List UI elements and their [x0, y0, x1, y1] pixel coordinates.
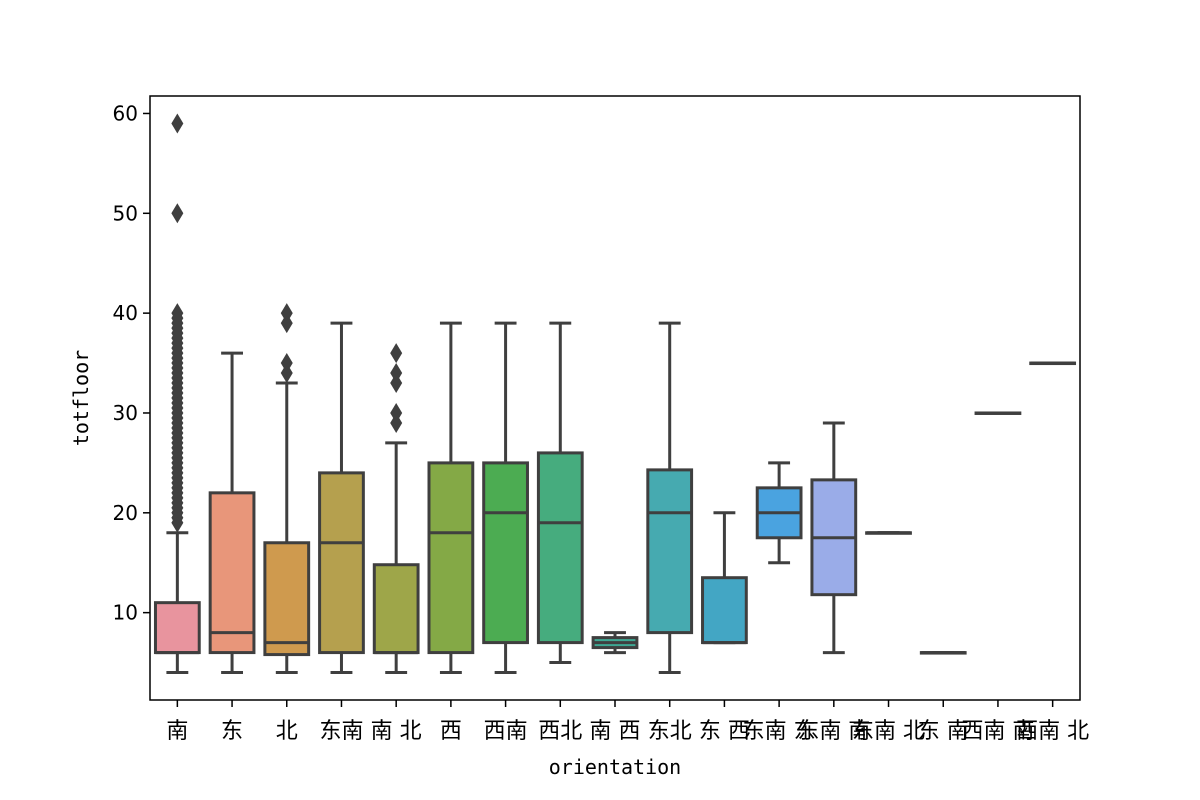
box — [482, 461, 529, 645]
box-group — [482, 321, 529, 675]
y-tick-label: 60 — [113, 101, 138, 125]
x-tick-label: 西北 — [538, 719, 582, 744]
y-tick-label: 50 — [113, 201, 138, 225]
outlier-point — [171, 303, 184, 324]
x-tick-label: 东 — [221, 719, 243, 744]
outlier-point — [390, 402, 403, 423]
outlier-point — [280, 353, 293, 374]
box — [427, 461, 475, 655]
box-group — [372, 343, 420, 675]
y-tick-label: 20 — [113, 501, 138, 525]
x-tick-label: 西南 南 — [961, 719, 1034, 744]
outlier-point — [390, 343, 403, 364]
box-group — [810, 421, 858, 655]
x-tick-label: 东南 南 — [797, 719, 870, 744]
x-tick-label: 南 北 — [371, 719, 422, 744]
outlier-point — [390, 363, 403, 384]
box-group — [591, 631, 639, 655]
y-axis-title: totfloor — [69, 350, 93, 446]
x-tick-label: 东 西 — [699, 719, 750, 744]
x-tick-label: 北 — [276, 719, 298, 744]
box-group — [536, 321, 584, 665]
box-group — [701, 511, 748, 645]
y-tick-label: 30 — [113, 401, 138, 425]
x-tick-label: 东南 — [319, 719, 363, 744]
x-tick-label: 东南 东 — [743, 719, 816, 744]
box — [208, 491, 256, 655]
box — [701, 576, 748, 645]
box-group — [919, 651, 967, 655]
y-axis: 10 20 30 40 50 60 — [113, 101, 150, 625]
box — [372, 563, 420, 655]
box — [536, 451, 584, 645]
box — [318, 471, 365, 655]
outlier-point — [171, 113, 184, 134]
box — [153, 601, 201, 655]
box-group — [755, 461, 803, 565]
box-group — [153, 113, 201, 675]
boxes-layer — [153, 113, 1077, 675]
x-tick-label: 西 — [440, 719, 462, 744]
box-group — [318, 321, 365, 675]
x-tick-label: 东南 北 — [852, 719, 925, 744]
x-tick-label: 西南 北 — [1016, 719, 1089, 744]
y-tick-label: 10 — [113, 601, 138, 625]
x-axis-title: orientation — [549, 755, 681, 779]
box-group — [208, 351, 256, 675]
box-group — [1029, 361, 1077, 366]
x-tick-label: 东北 — [648, 719, 692, 744]
box-group — [974, 411, 1022, 415]
x-tick-label: 东 南 — [918, 719, 969, 744]
x-tick-label: 南 西 — [590, 719, 641, 744]
box-group — [263, 303, 311, 675]
box-group — [427, 321, 475, 675]
box — [263, 541, 311, 657]
box-group — [646, 321, 694, 675]
y-tick-label: 40 — [113, 301, 138, 325]
box — [646, 468, 694, 635]
x-tick-label: 南 — [166, 719, 188, 744]
x-axis: 南东北东南南 北西西南 西北南 西东北东 西东南 东东南 南东南 北东 南西南 南… — [166, 700, 1089, 744]
outlier-point — [171, 203, 184, 224]
outlier-point — [280, 303, 293, 324]
x-tick-label: 西南 — [484, 719, 528, 744]
box-group — [865, 531, 912, 535]
